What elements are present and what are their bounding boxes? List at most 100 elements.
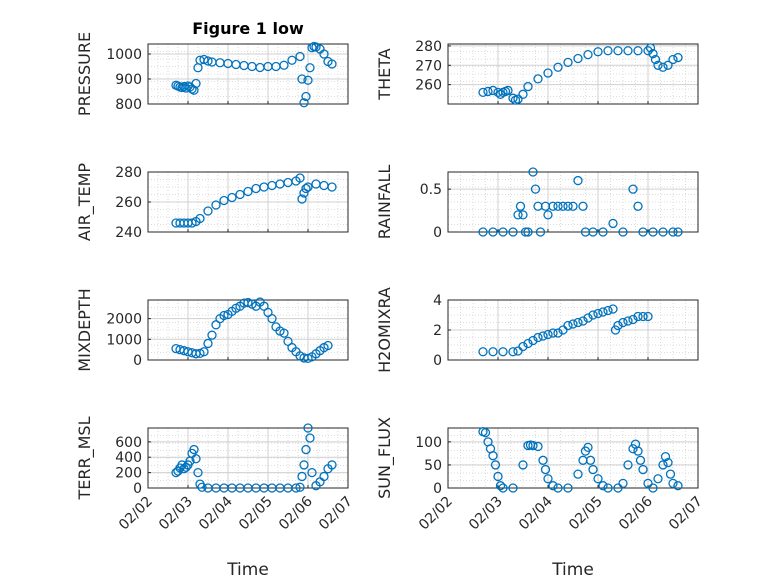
data-point (528, 167, 538, 177)
data-point (603, 305, 613, 316)
y-axis-label: TERR_MSL (75, 416, 95, 500)
data-point (623, 460, 633, 470)
data-point (189, 85, 199, 95)
data-point (508, 93, 518, 103)
data-point (658, 460, 668, 470)
data-point (301, 91, 311, 102)
y-tick-label: 270 (415, 58, 442, 74)
data-point (179, 81, 189, 92)
data-point (628, 444, 638, 454)
data-point (568, 201, 578, 211)
x-tick-label: 02/04 (196, 493, 236, 533)
data-point (495, 481, 506, 491)
data-point (573, 53, 583, 64)
data-point (593, 47, 603, 57)
data-point (578, 316, 588, 326)
data-point (191, 78, 201, 89)
x-tick-label: 02/03 (466, 494, 506, 534)
data-point (665, 469, 676, 479)
data-point (603, 483, 613, 493)
y-axis-label: MIXDEPTH (75, 288, 94, 371)
data-point (610, 325, 621, 335)
data-point (633, 311, 643, 322)
chart-title: Figure 1 low (192, 19, 304, 38)
data-point (535, 227, 546, 237)
y-tick-label: 100 (415, 435, 442, 451)
data-point (563, 320, 573, 331)
axes-box (147, 43, 349, 105)
data-point (643, 46, 653, 56)
data-point (518, 341, 528, 352)
data-point (598, 307, 608, 317)
data-point (191, 454, 201, 464)
y-axis-label: H2OMIXRA (375, 287, 394, 373)
data-point (528, 335, 538, 346)
y-tick-label: 600 (115, 435, 142, 451)
y-axis-label: AIR_TEMP (75, 163, 95, 241)
data-point (305, 433, 315, 443)
data-point (189, 444, 199, 455)
data-point (593, 474, 603, 484)
data-point (650, 54, 661, 65)
subplot-4: 0 0.5 RAINFALL (375, 165, 699, 241)
data-point (643, 478, 653, 489)
data-point (613, 320, 623, 331)
data-point (327, 182, 337, 192)
data-point (508, 483, 518, 493)
y-tick-label: 4 (433, 293, 442, 309)
data-point (548, 201, 558, 211)
data-point (518, 460, 528, 470)
data-point (653, 60, 663, 70)
data-point (583, 313, 593, 323)
data-point (618, 478, 628, 489)
data-point (327, 59, 337, 69)
data-point (593, 308, 603, 319)
axes-box (147, 171, 349, 233)
axes-box (447, 427, 699, 489)
y-tick-label: 900 (115, 72, 142, 88)
y-axis-label: SUN_FLUX (375, 417, 395, 499)
data-point (628, 314, 638, 325)
axes-box (447, 43, 699, 105)
y-tick-label: 1000 (106, 332, 142, 348)
data-point (207, 330, 217, 340)
data-point (297, 194, 307, 204)
data-point (543, 329, 553, 340)
data-point (568, 319, 578, 329)
data-point (199, 347, 209, 357)
axes-box (447, 299, 699, 361)
data-point (628, 184, 638, 194)
data-point (553, 483, 563, 493)
data-point (488, 227, 498, 237)
data-point (195, 213, 205, 224)
data-point (520, 227, 531, 237)
data-point (303, 75, 313, 85)
x-tick-label: 02/04 (516, 493, 556, 533)
data-point (533, 441, 543, 452)
y-tick-label: 0 (133, 353, 142, 369)
data-point (668, 227, 678, 237)
axes-box (147, 299, 349, 361)
data-point (543, 68, 553, 78)
data-point (673, 227, 683, 237)
data-point (608, 218, 618, 229)
subplot-3: 240 260 280 AIR_TEMP (75, 163, 349, 241)
data-point (488, 85, 498, 96)
data-point (303, 182, 313, 192)
data-point (588, 227, 598, 237)
data-point (533, 332, 543, 343)
data-point (327, 460, 337, 470)
data-point (323, 340, 333, 351)
data-point (199, 54, 209, 65)
data-point (553, 328, 563, 338)
data-point (603, 46, 613, 56)
subplot-5: 0 1000 2000 MIXDEPTH (75, 288, 349, 372)
data-point (553, 201, 563, 211)
data-point (648, 49, 658, 59)
data-point (598, 227, 608, 237)
data-point (498, 483, 508, 493)
x-tick-label: 02/02 (416, 494, 456, 534)
data-point (673, 481, 683, 491)
